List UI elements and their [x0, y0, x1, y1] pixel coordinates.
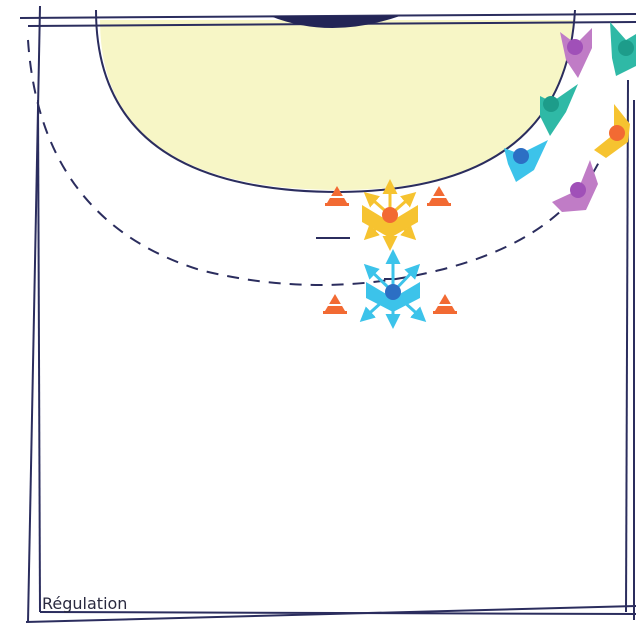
cone-icon — [325, 186, 349, 206]
attacker-icon — [385, 284, 401, 300]
diagram-caption: Régulation — [42, 594, 128, 613]
cone-icon — [323, 294, 347, 314]
defender-yellow — [362, 179, 418, 251]
nine-meter-line — [27, 39, 601, 286]
player-purple-top — [560, 28, 592, 78]
court-outline — [19, 5, 636, 623]
player-teal-mid — [540, 84, 578, 136]
cone-icon — [433, 294, 457, 314]
cone-icon — [427, 186, 451, 206]
defender-blue — [359, 249, 427, 329]
player-teal-top — [610, 22, 636, 76]
goal — [270, 16, 400, 28]
attacker-icon — [382, 207, 398, 223]
player-blue-wing — [504, 140, 548, 182]
player-purple-wing — [552, 160, 598, 212]
goal-area-zone — [100, 20, 575, 190]
player-orange-wing — [594, 104, 630, 158]
